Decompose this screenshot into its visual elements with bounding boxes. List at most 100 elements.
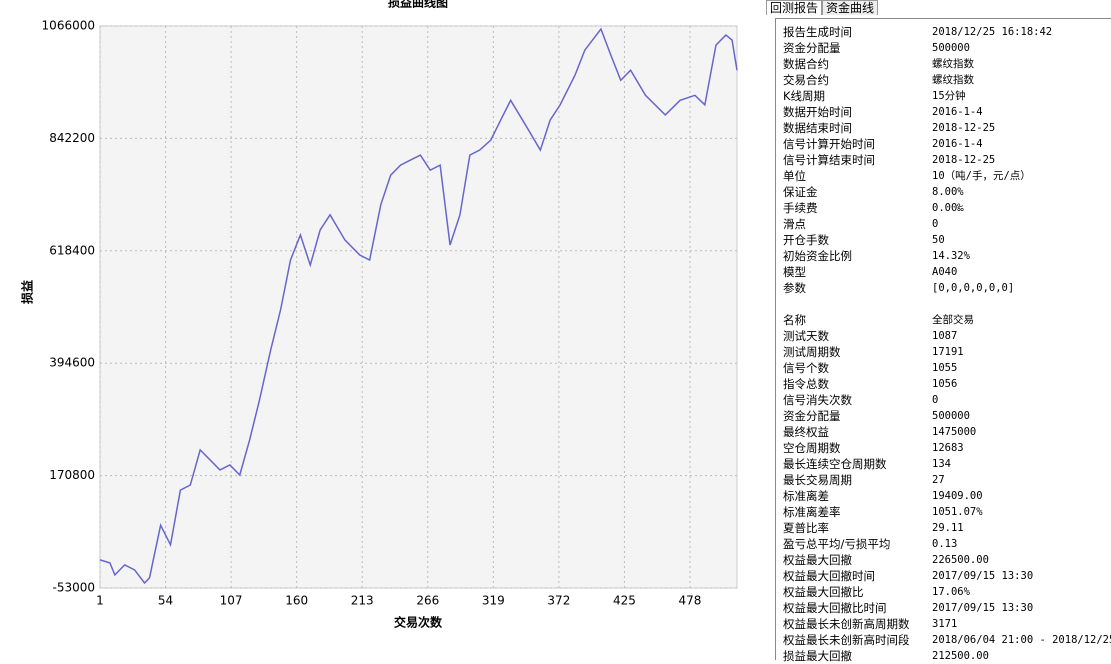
report-key: 保证金: [783, 185, 818, 199]
report-value: 2018-12-25: [932, 122, 996, 134]
x-tick-label: 372: [547, 594, 570, 608]
report-key: 指令总数: [783, 377, 829, 391]
report-key: 权益最大回撤比: [783, 585, 864, 599]
report-key: 最长连续空仓周期数: [783, 457, 887, 471]
report-row: 夏普比率 29.11: [783, 520, 964, 536]
y-tick-label: 842200: [49, 131, 95, 145]
report-value: 0: [932, 218, 939, 230]
report-key: K线周期: [783, 89, 826, 103]
y-tick-label: 618400: [49, 243, 95, 257]
y-tick-label: 394600: [49, 356, 95, 370]
report-row: 权益最大回撤比 17.06%: [783, 584, 970, 600]
report-key: 最长交易周期: [783, 473, 852, 487]
tab[interactable]: 资金曲线: [822, 0, 879, 15]
report-value: 0: [932, 394, 939, 406]
report-value: 12683: [932, 442, 964, 454]
report-key: 数据结束时间: [783, 121, 852, 135]
report-row: 资金分配量 500000: [783, 408, 970, 424]
report-value: 全部交易: [932, 314, 974, 326]
report-key: 标准离差率: [783, 505, 841, 519]
report-key: 参数: [783, 281, 806, 295]
report-value: 500000: [932, 42, 970, 54]
report-value: 1475000: [932, 426, 977, 438]
report-key: 初始资金比例: [783, 249, 852, 263]
report-row: 标准离差率 1051.07%: [783, 504, 983, 520]
plot-area: [99, 25, 738, 589]
x-tick-label: 266: [416, 594, 439, 608]
line-series: [99, 27, 738, 585]
report-row: 损益最大回撤 212500.00: [783, 648, 989, 664]
x-tick-label: 160: [285, 594, 308, 608]
report-key: 单位: [783, 169, 806, 183]
report-row: 交易合约 螺纹指数: [783, 72, 974, 88]
report-value: 2018-12-25: [932, 154, 996, 166]
report-row: 标准离差 19409.00: [783, 488, 983, 504]
report-value: 29.11: [932, 522, 964, 534]
report-key: 标准离差: [783, 489, 829, 503]
report-row: K线周期 15分钟: [783, 88, 966, 104]
report-key: 资金分配量: [783, 41, 841, 55]
report-row: 参数 [0,0,0,0,0,0]: [783, 280, 1014, 296]
report-key: 报告生成时间: [783, 25, 852, 39]
report-value: 2016-1-4: [932, 138, 983, 150]
report-value: 14.32%: [932, 250, 970, 262]
report-value: 212500.00: [932, 650, 989, 662]
report-row: 权益最长未创新高周期数 3171: [783, 616, 957, 632]
report-key: 最终权益: [783, 425, 829, 439]
report-value: 8.00%: [932, 186, 964, 198]
report-key: 信号消失次数: [783, 393, 852, 407]
report-row: 测试天数 1087: [783, 328, 957, 344]
report-key: 权益最大回撤比时间: [783, 601, 887, 615]
report-key: 权益最长未创新高时间段: [783, 633, 910, 647]
report-value: 1087: [932, 330, 958, 342]
report-row: 滑点 0: [783, 216, 938, 232]
report-row: 数据开始时间 2016-1-4: [783, 104, 983, 120]
tab-bar: 回测报告 资金曲线: [766, 0, 879, 15]
x-tick-label: 319: [482, 594, 505, 608]
report-key: 测试周期数: [783, 345, 841, 359]
report-row: 信号计算开始时间 2016-1-4: [783, 136, 983, 152]
report-value: 17.06%: [932, 586, 970, 598]
report-value: 2016-1-4: [932, 106, 983, 118]
report-value: 500000: [932, 410, 970, 422]
report-row: 数据合约 螺纹指数: [783, 56, 974, 72]
x-tick-label: 425: [613, 594, 636, 608]
report-key: 资金分配量: [783, 409, 841, 423]
report-panel: 报告生成时间 2018/12/25 16:18:42 资金分配量 500000 数据合约…: [775, 18, 1111, 663]
report-value: 2018/06/04 21:00 - 2018/12/25: [932, 634, 1111, 646]
chart: 损益曲线图 交易次数 损益 -53000 170800 394600 618400 84…: [20, 0, 738, 630]
report-value: 2017/09/15 13:30: [932, 602, 1034, 614]
report-value: 19409.00: [932, 490, 983, 502]
report-row: 指令总数 1056: [783, 376, 957, 392]
report-value: 134: [932, 458, 951, 470]
report-row: 保证金 8.00%: [783, 184, 964, 200]
x-axis-label: 交易次数: [394, 615, 443, 630]
report-row: 最长连续空仓周期数 134: [783, 456, 951, 472]
report-row: 权益最长未创新高时间段 2018/06/04 21:00 - 2018/12/25: [783, 632, 1111, 648]
report-row: 盈亏总平均/亏损平均 0.13: [783, 536, 957, 552]
report-value: 0.00‰: [932, 202, 964, 214]
report-value: [0,0,0,0,0,0]: [932, 282, 1015, 294]
report-key: 信号计算开始时间: [783, 137, 875, 151]
report-key: 权益最大回撤: [783, 553, 852, 567]
report-value: 50: [932, 234, 945, 246]
tab[interactable]: 回测报告: [766, 0, 823, 15]
report-value: 螺纹指数: [932, 58, 974, 70]
report-key: 交易合约: [783, 73, 829, 87]
report-row: 数据结束时间 2018-12-25: [783, 120, 995, 136]
report-key: 权益最大回撤时间: [783, 569, 875, 583]
y-tick-label: 170800: [49, 468, 95, 482]
report-row: 空仓周期数 12683: [783, 440, 964, 456]
report-value: 1055: [932, 362, 958, 374]
report-key: 权益最长未创新高周期数: [783, 617, 910, 631]
x-tick-label: 54: [158, 594, 173, 608]
report-key: 信号计算结束时间: [783, 153, 875, 167]
report-row: 资金分配量 500000: [783, 40, 970, 56]
report-key: 测试天数: [783, 329, 829, 343]
report-key: 盈亏总平均/亏损平均: [783, 537, 891, 551]
report-key: 数据开始时间: [783, 105, 852, 119]
report-value: 1056: [932, 378, 958, 390]
x-tick-label: 213: [351, 594, 374, 608]
report-value: 1051.07%: [932, 506, 983, 518]
